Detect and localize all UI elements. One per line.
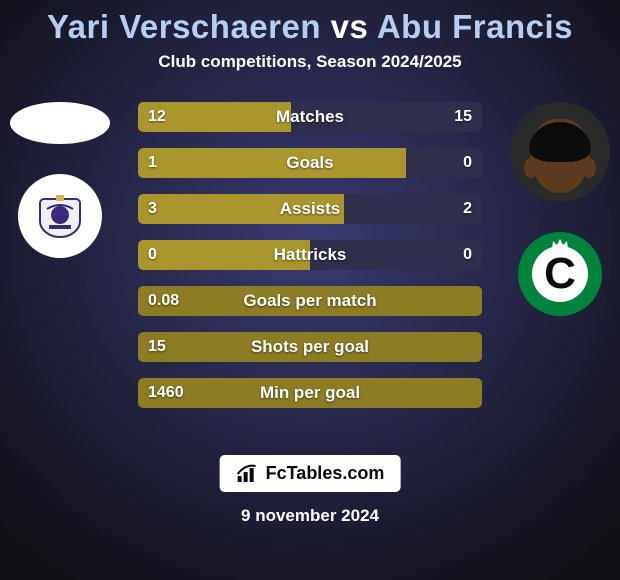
title-player-right: Abu Francis xyxy=(377,8,573,45)
right-column: C xyxy=(500,102,620,316)
bar-label: Shots per goal xyxy=(251,337,369,357)
cercle-inner-circle: C xyxy=(532,246,588,302)
anderlecht-crest-icon xyxy=(29,185,91,247)
bar-value-right: 0 xyxy=(463,246,472,264)
player-photo-left xyxy=(10,102,110,144)
bar-value-left: 12 xyxy=(148,108,166,126)
bar-value-right: 0 xyxy=(463,154,472,172)
bar-value-left: 0.08 xyxy=(148,292,179,310)
bar-row: 3 Assists 2 xyxy=(138,194,482,224)
club-badge-anderlecht xyxy=(18,174,102,258)
footer-brand-badge: FcTables.com xyxy=(220,455,401,492)
comparison-chart: C 12Matches151Goals03Assists20Hattricks0… xyxy=(0,102,620,422)
bar-value-left: 1460 xyxy=(148,384,184,402)
page-title: Yari Verschaeren vs Abu Francis xyxy=(0,8,620,46)
cercle-c-letter: C xyxy=(544,249,576,299)
bar-row: 15 Shots per goal xyxy=(138,332,482,362)
bar-label: Goals xyxy=(286,153,333,173)
bar-value-left: 3 xyxy=(148,200,157,218)
subtitle: Club competitions, Season 2024/2025 xyxy=(0,52,620,72)
title-vs: vs xyxy=(321,8,377,45)
footer-date: 9 november 2024 xyxy=(241,506,379,526)
fctables-logo-icon xyxy=(236,464,260,484)
bar-value-left: 15 xyxy=(148,338,166,356)
player-photo-right xyxy=(510,102,610,202)
title-player-left: Yari Verschaeren xyxy=(47,8,321,45)
bar-label: Min per goal xyxy=(260,383,360,403)
bar-fill xyxy=(138,148,406,178)
footer-brand-text: FcTables.com xyxy=(266,463,385,484)
crown-icon xyxy=(551,238,569,250)
bar-label: Matches xyxy=(276,107,344,127)
bar-label: Assists xyxy=(280,199,340,219)
bar-label: Hattricks xyxy=(274,245,347,265)
bar-value-left: 1 xyxy=(148,154,157,172)
bar-row: 12 Matches 15 xyxy=(138,102,482,132)
bar-value-right: 15 xyxy=(454,108,472,126)
bar-label: Goals per match xyxy=(243,291,376,311)
bar-value-left: 0 xyxy=(148,246,157,264)
bars-container: 12 Matches 15 1 Goals 0 3 Assists 2 0 Hattricks 0 0.… xyxy=(138,102,482,424)
club-badge-cercle: C xyxy=(518,232,602,316)
bar-row: 0 Hattricks 0 xyxy=(138,240,482,270)
bar-row: 0.08 Goals per match xyxy=(138,286,482,316)
bar-value-right: 2 xyxy=(463,200,472,218)
bar-row: 1 Goals 0 xyxy=(138,148,482,178)
left-column xyxy=(0,102,120,258)
bar-row: 1460 Min per goal xyxy=(138,378,482,408)
